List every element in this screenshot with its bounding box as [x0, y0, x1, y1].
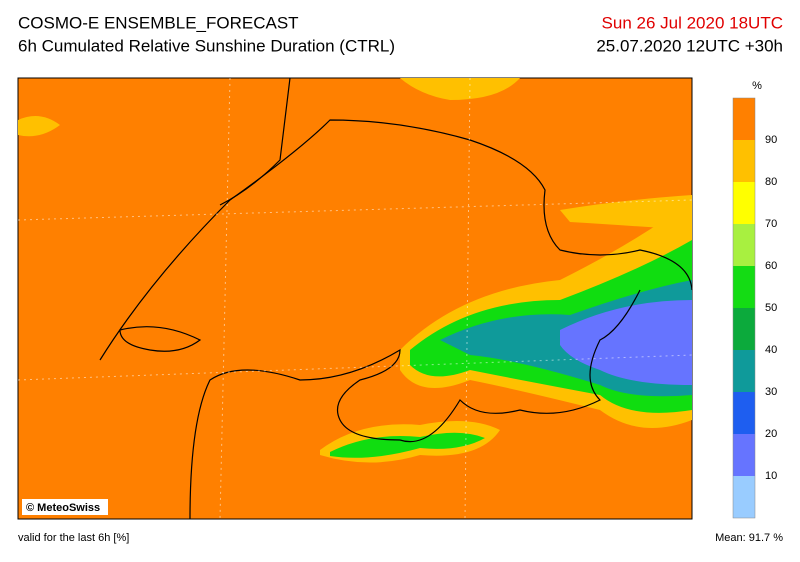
colorbar-segment: [733, 224, 755, 266]
valid-time: Sun 26 Jul 2020 18UTC: [602, 13, 783, 32]
colorbar-tick-label: 60: [765, 260, 777, 272]
colorbar-unit: %: [752, 80, 762, 92]
colorbar: % 10 20 30 40 50 60 70 80 90: [732, 80, 777, 519]
colorbar-tick-label: 30: [765, 386, 777, 398]
footer-note: valid for the last 6h [%]: [18, 532, 129, 544]
colorbar-segment: [733, 140, 755, 182]
weather-field: [18, 78, 692, 463]
credit-box: [22, 499, 108, 515]
colorbar-tick-label: 70: [765, 218, 777, 230]
colorbar-segment: [733, 434, 755, 476]
footer-mean: Mean: 91.7 %: [715, 532, 783, 544]
colorbar-segment: [733, 308, 755, 350]
credit: © MeteoSwiss: [26, 502, 100, 514]
colorbar-tick-label: 40: [765, 344, 777, 356]
colorbar-segment: [733, 476, 755, 518]
subtitle: 6h Cumulated Relative Sunshine Duration …: [18, 36, 395, 55]
graticule: [17, 77, 693, 520]
colorbar-tick-label: 50: [765, 302, 777, 314]
colorbar-segment: [733, 182, 755, 224]
colorbar-segment: [733, 350, 755, 392]
title: COSMO-E ENSEMBLE_FORECAST: [18, 13, 299, 32]
map: © MeteoSwiss: [17, 77, 693, 520]
colorbar-tick-label: 80: [765, 176, 777, 188]
colorbar-tick-label: 90: [765, 134, 777, 146]
colorbar-tick-label: 10: [765, 470, 777, 482]
run-time: 25.07.2020 12UTC +30h: [596, 36, 783, 55]
colorbar-segment: [733, 98, 755, 140]
colorbar-frame: [732, 97, 756, 519]
colorbar-segment: [733, 392, 755, 434]
colorbar-tick-label: 20: [765, 428, 777, 440]
colorbar-segment: [733, 266, 755, 308]
